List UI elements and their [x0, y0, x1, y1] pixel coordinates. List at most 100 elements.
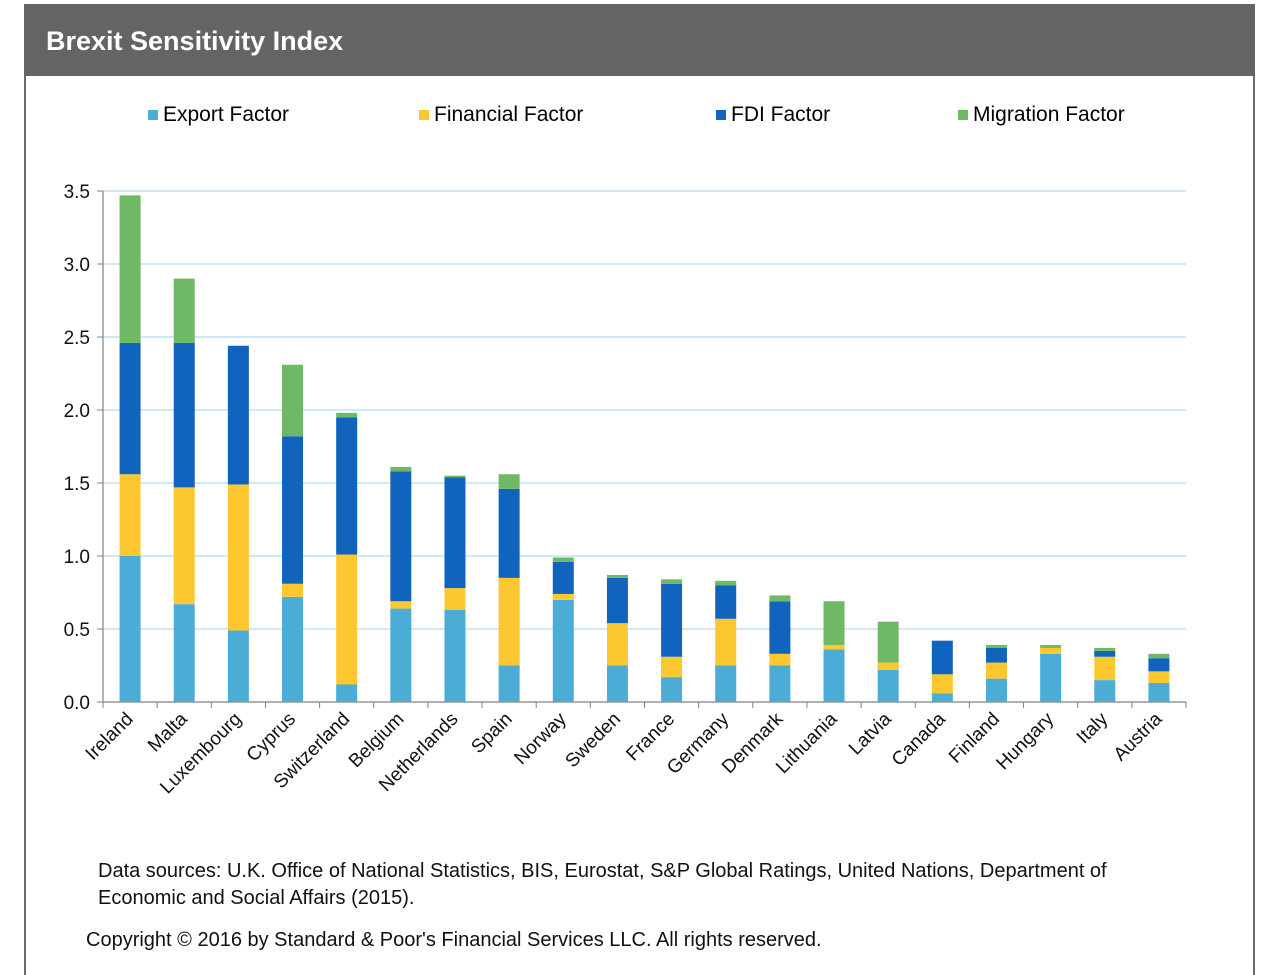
y-tick-label: 1.5 [64, 474, 90, 495]
bar-segment-export-factor [282, 596, 304, 702]
bar-segment-migration-factor [985, 645, 1007, 648]
bar-segment-financial-factor [931, 674, 953, 694]
bar-segment-fdi-factor [931, 640, 953, 675]
bar-segment-financial-factor [390, 601, 412, 609]
x-category-label: Hungary [993, 708, 1059, 774]
bar-segment-financial-factor [1040, 647, 1062, 654]
bar-segment-export-factor [498, 665, 520, 702]
bar-segment-financial-factor [1148, 671, 1170, 684]
legend-label-migration: Migration Factor [973, 103, 1125, 126]
legend-label-export: Export Factor [163, 103, 290, 126]
bar-segment-fdi-factor [336, 417, 358, 555]
bar-segment-migration-factor [390, 466, 412, 472]
bar-segment-migration-factor [282, 364, 304, 437]
bar-segment-financial-factor [661, 656, 683, 678]
x-category-label: Malta [144, 708, 192, 756]
bar-segment-fdi-factor [985, 647, 1007, 663]
x-category-label: Austria [1110, 708, 1167, 765]
bar-segment-fdi-factor [444, 477, 466, 589]
y-tick-label: 0.0 [64, 693, 90, 714]
bar-segment-export-factor [1148, 683, 1170, 702]
bar-segment-financial-factor [336, 554, 358, 685]
legend-label-fdi: FDI Factor [731, 103, 831, 126]
bar-segment-financial-factor [444, 588, 466, 611]
legend-label-financial: Financial Factor [434, 103, 584, 126]
bar-segment-migration-factor [119, 195, 141, 343]
bar-segment-migration-factor [336, 412, 358, 418]
chart-title: Brexit Sensitivity Index [46, 26, 344, 56]
bar-segment-export-factor [606, 665, 628, 702]
legend-item-migration: Migration Factor [958, 100, 1125, 130]
y-tick-label: 2.0 [64, 401, 90, 422]
bar-segment-financial-factor [606, 623, 628, 666]
bar-segment-migration-factor [769, 595, 791, 602]
bar-segment-migration-factor [606, 574, 628, 578]
bar-segment-export-factor [444, 610, 466, 702]
bar-segment-financial-factor [282, 583, 304, 597]
bar-segment-fdi-factor [227, 345, 249, 485]
bar-segment-export-factor [823, 649, 845, 702]
bar-segment-fdi-factor [1094, 650, 1116, 657]
bar-segment-export-factor [336, 684, 358, 702]
bar-segment-migration-factor [715, 580, 737, 586]
bar-segment-export-factor [227, 630, 249, 702]
y-tick-label: 3.5 [64, 182, 90, 203]
legend-swatch-fdi [716, 110, 726, 120]
bar-segment-migration-factor [444, 475, 466, 478]
bar-segment-financial-factor [769, 653, 791, 666]
x-category-label: Latvia [845, 708, 896, 759]
bar-segment-fdi-factor [769, 601, 791, 654]
bar-segment-export-factor [390, 608, 412, 702]
bar-segment-fdi-factor [119, 342, 141, 475]
x-category-label: Spain [467, 709, 516, 758]
bar-segment-migration-factor [498, 474, 520, 489]
bar-segment-financial-factor [1094, 656, 1116, 681]
bar-segment-export-factor [769, 665, 791, 702]
bar-segment-export-factor [119, 556, 141, 702]
bar-segment-fdi-factor [498, 488, 520, 578]
bar-segment-export-factor [1040, 653, 1062, 702]
bar-segment-fdi-factor [173, 342, 195, 488]
bar-segment-financial-factor [985, 662, 1007, 679]
legend-swatch-migration [958, 110, 968, 120]
x-category-label: Italy [1073, 708, 1113, 748]
bar-segment-migration-factor [1148, 653, 1170, 659]
legend-item-fdi: FDI Factor [716, 100, 830, 130]
bar-segment-financial-factor [823, 645, 845, 650]
bar-segment-export-factor [985, 678, 1007, 702]
bar-segment-migration-factor [823, 601, 845, 646]
bar-segment-migration-factor [173, 278, 195, 343]
bar-segment-financial-factor [715, 618, 737, 666]
bar-segment-financial-factor [877, 662, 899, 670]
bar-segment-migration-factor [1094, 647, 1116, 651]
bar-segment-fdi-factor [715, 585, 737, 619]
bar-segment-export-factor [715, 665, 737, 702]
legend-item-export: Export Factor [148, 100, 289, 130]
bar-segment-financial-factor [173, 487, 195, 605]
bar-segment-fdi-factor [1148, 658, 1170, 672]
bar-segment-fdi-factor [661, 583, 683, 657]
y-tick-label: 1.0 [64, 547, 90, 568]
bar-segment-export-factor [877, 669, 899, 702]
legend-swatch-export [148, 110, 158, 120]
copyright-note: Copyright © 2016 by Standard & Poor's Fi… [86, 929, 822, 951]
y-tick-label: 0.5 [64, 620, 90, 641]
bar-segment-export-factor [661, 677, 683, 702]
bar-segment-export-factor [173, 604, 195, 702]
bar-segment-fdi-factor [282, 436, 304, 584]
bar-segment-financial-factor [552, 593, 574, 600]
chart-header: Brexit Sensitivity Index [24, 4, 1255, 76]
bar-segment-migration-factor [552, 557, 574, 562]
bar-segment-fdi-factor [390, 471, 412, 602]
bar-segment-migration-factor [877, 621, 899, 663]
y-tick-label: 2.5 [64, 328, 90, 349]
legend: Export Factor Financial Factor FDI Facto… [0, 100, 1280, 130]
bar-segment-export-factor [552, 599, 574, 702]
bar-segment-financial-factor [498, 577, 520, 666]
bar-segment-fdi-factor [552, 561, 574, 594]
bar-segment-financial-factor [119, 474, 141, 556]
bar-segment-fdi-factor [606, 577, 628, 624]
x-category-label: Norway [510, 708, 571, 769]
x-category-label: Canada [888, 708, 950, 770]
